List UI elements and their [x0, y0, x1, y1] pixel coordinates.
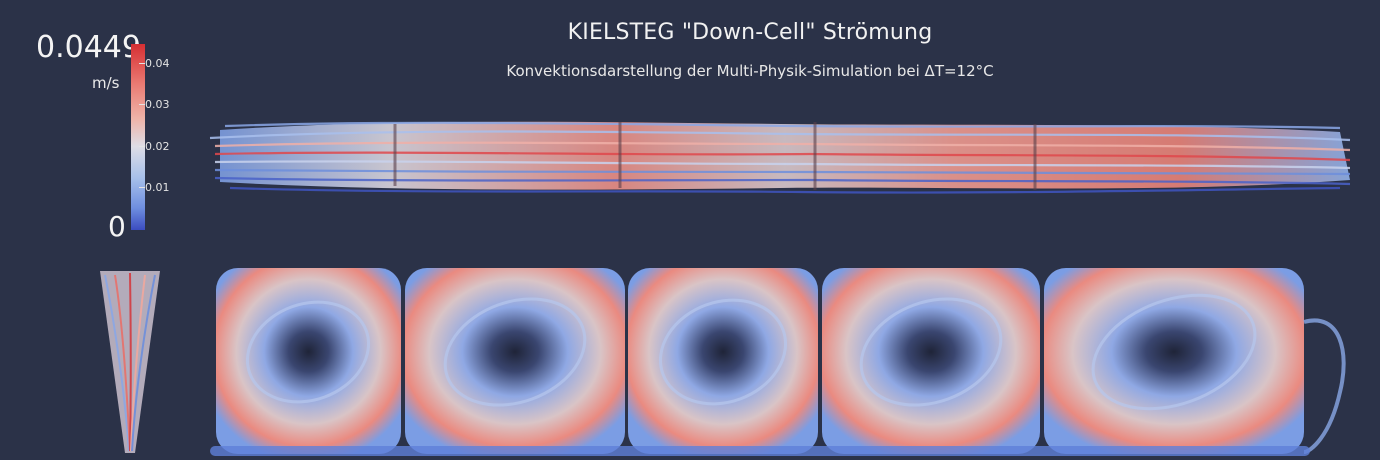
- colorbar: [131, 44, 145, 230]
- convection-cell-3: [628, 268, 818, 454]
- colorbar-max-label: 0.0449: [36, 30, 141, 65]
- colorbar-tick-label: 0.03: [139, 98, 170, 111]
- convection-cell-1: [216, 268, 401, 454]
- convection-cell-4: [822, 268, 1040, 454]
- subtitle: Konvektionsdarstellung der Multi-Physik-…: [506, 62, 994, 80]
- convection-cell-2: [405, 268, 625, 454]
- colorbar-tick-label: 0.01: [139, 181, 170, 194]
- convection-cell-5: [1044, 268, 1304, 454]
- top-view-streamlines: [209, 121, 1351, 194]
- colorbar-min-label: 0: [108, 210, 126, 243]
- title: KIELSTEG "Down-Cell" Strömung: [567, 20, 933, 45]
- side-view-streamlines: [100, 271, 160, 453]
- colorbar-tick-label: 0.02: [139, 140, 170, 153]
- colorbar-tick-label: 0.04: [139, 57, 170, 70]
- colorbar-unit-label: m/s: [92, 74, 120, 92]
- front-view-convection-cells: [210, 268, 1346, 456]
